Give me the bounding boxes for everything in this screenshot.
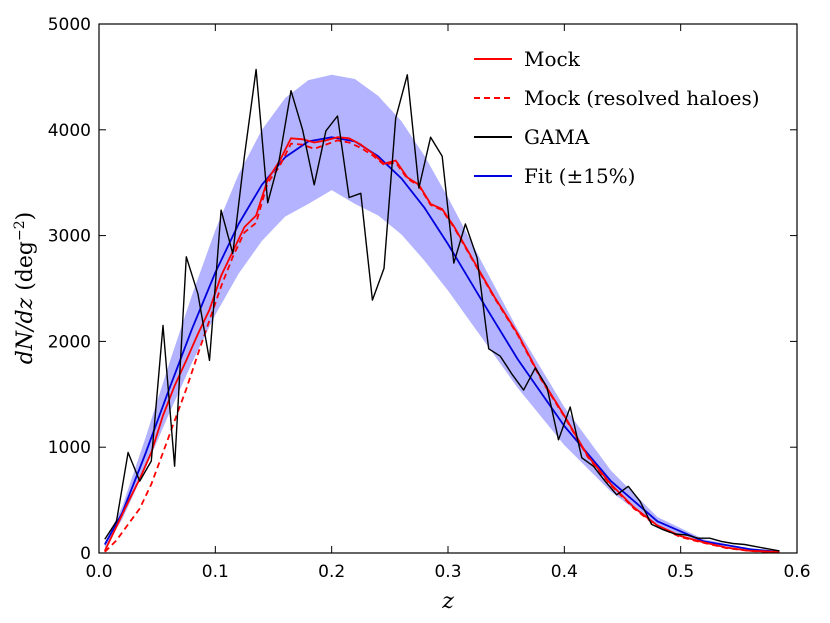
x-tick-label: 0.4 (551, 562, 578, 582)
series-layer (103, 68, 780, 554)
y-tick-label: 1000 (48, 438, 91, 458)
y-tick-label: 3000 (48, 227, 91, 247)
x-tick-label: 0.2 (318, 562, 345, 582)
y-tick-label: 5000 (48, 15, 91, 35)
fit-uncertainty-band-layer (104, 74, 780, 553)
y-tick-label: 2000 (48, 332, 91, 352)
x-tick-label: 0.3 (434, 562, 461, 582)
x-tick-label: 0.0 (85, 562, 112, 582)
legend-label-mock: Mock (524, 47, 581, 71)
legend: Mock Mock (resolved haloes) GAMA Fit (±1… (474, 47, 760, 188)
tick-layer: 0.0 0.1 0.2 0.3 0.4 0.5 0.6 0 1000 2000 3000 4000 50… (48, 15, 811, 582)
x-axis-label: z (441, 589, 454, 614)
y-tick-label: 0 (80, 544, 91, 564)
series-line-mock (103, 136, 780, 553)
y-axis-label: dN/dz (deg−2) (12, 212, 38, 364)
fit-uncertainty-band (104, 74, 780, 553)
legend-label-gama: GAMA (524, 125, 590, 149)
legend-label-fit: Fit (±15%) (524, 164, 635, 188)
legend-label-mock-resolved: Mock (resolved haloes) (524, 86, 760, 110)
x-tick-label: 0.6 (783, 562, 810, 582)
y-tick-label: 4000 (48, 121, 91, 141)
x-tick-label: 0.5 (667, 562, 694, 582)
series-line-gama (104, 68, 780, 552)
x-tick-label: 0.1 (202, 562, 229, 582)
